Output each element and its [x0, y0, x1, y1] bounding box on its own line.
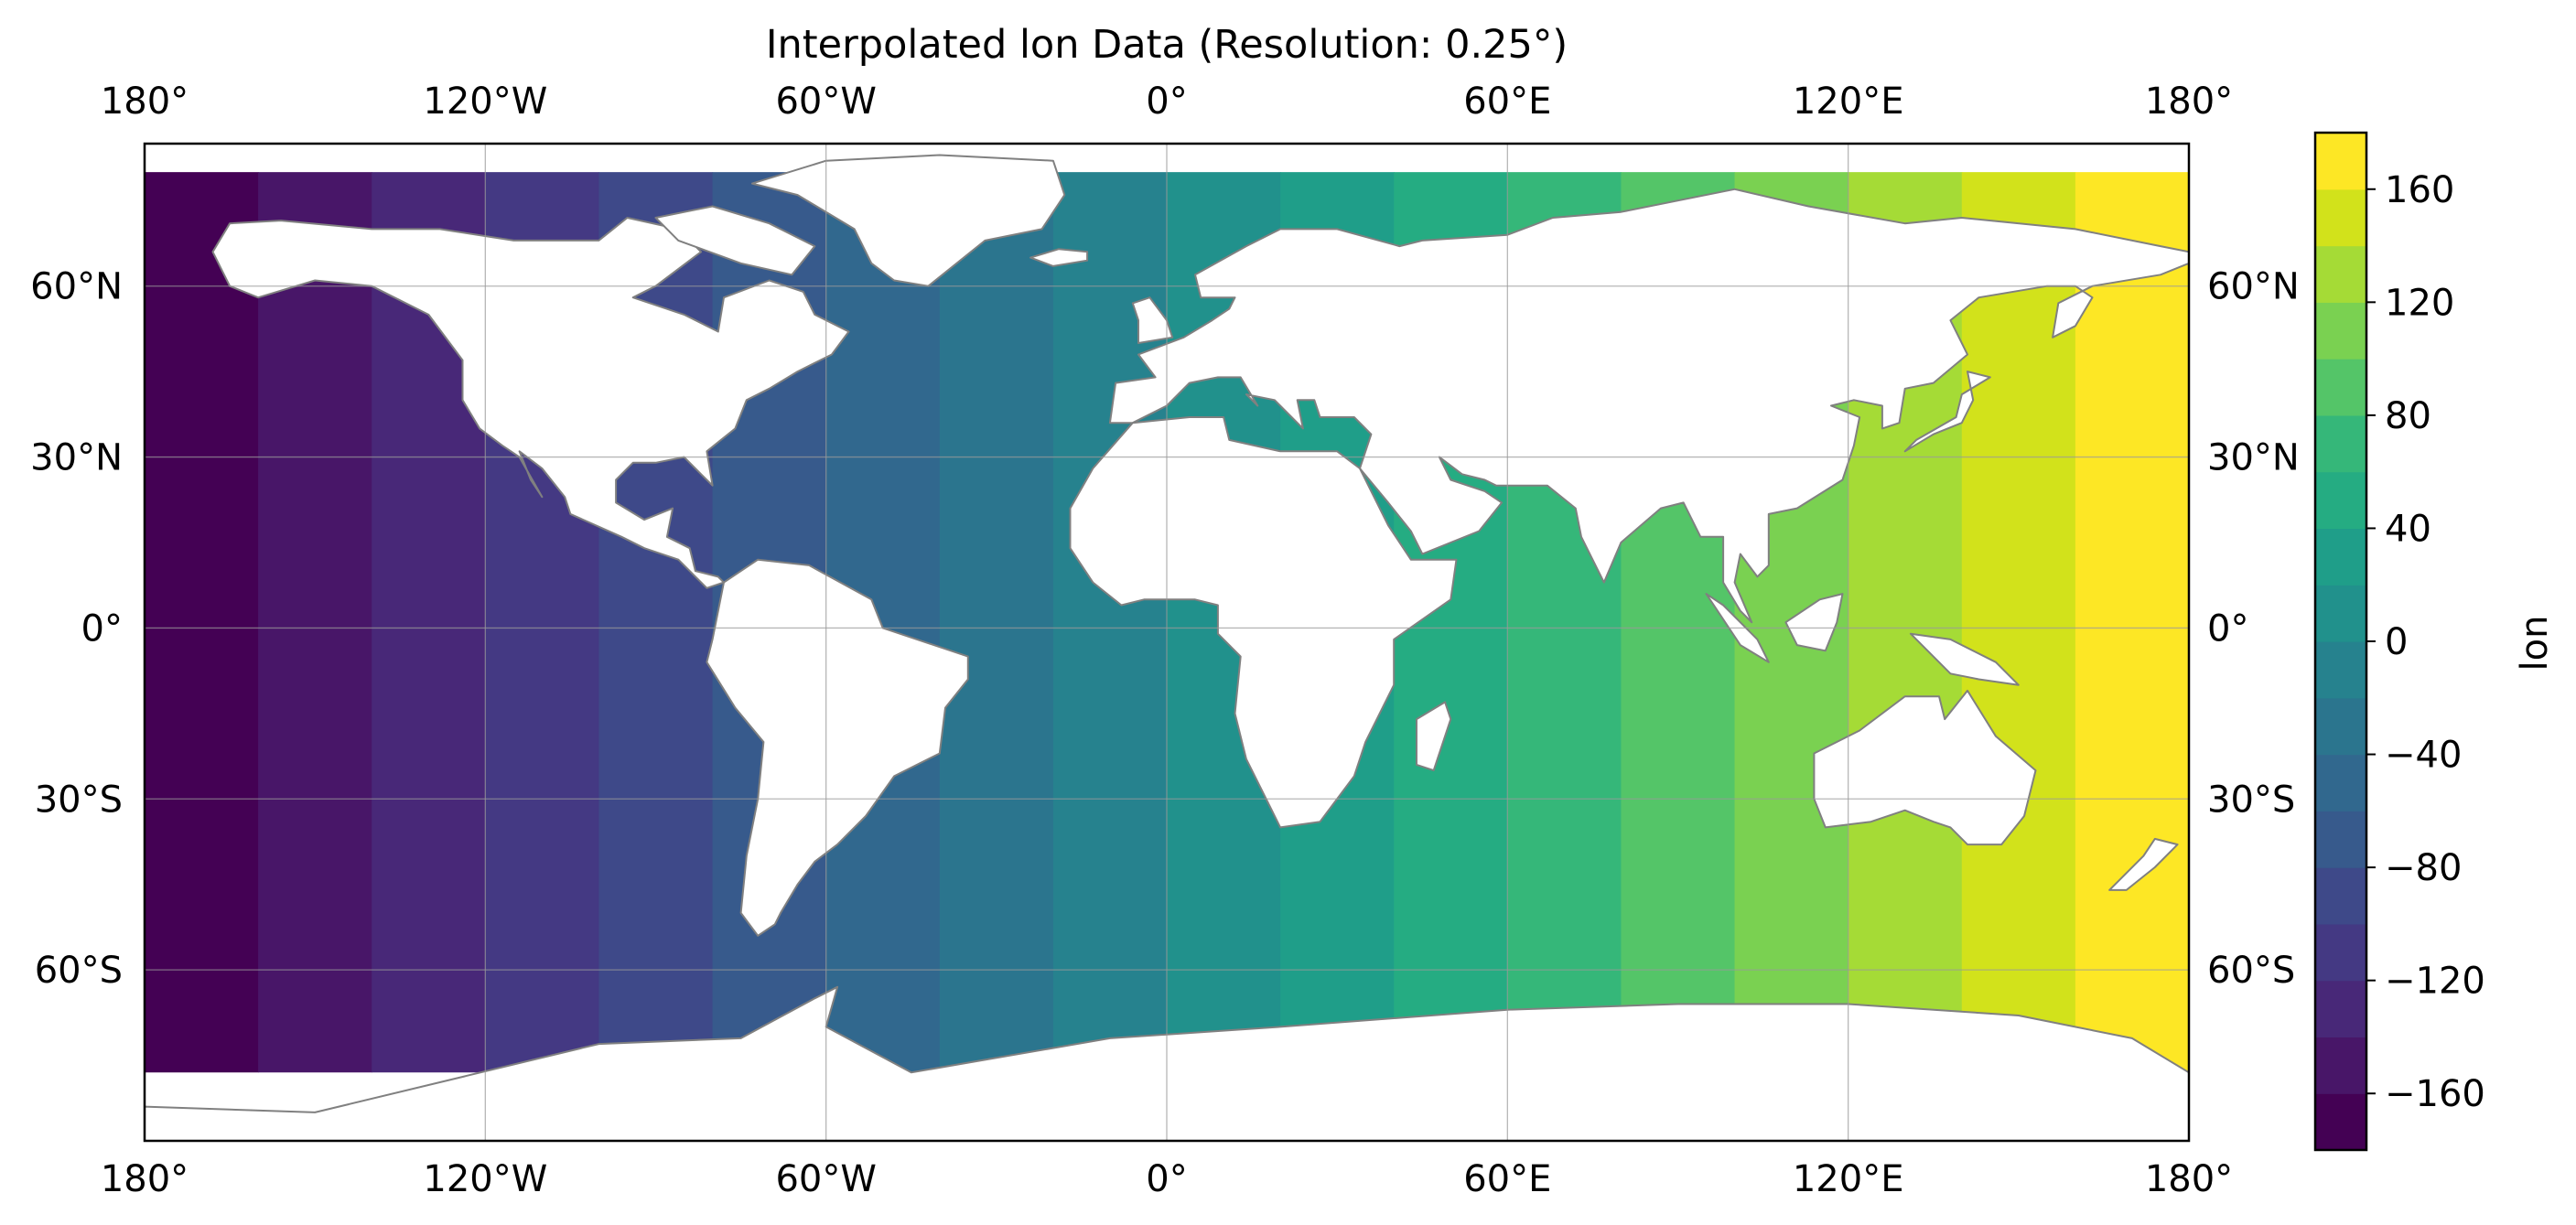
contour-band — [939, 172, 1054, 1073]
colorbar-segment — [2315, 754, 2366, 811]
land-uk — [1131, 296, 1174, 344]
colorbar-tick-label: 0 — [2385, 621, 2408, 663]
colorbar-segment — [2315, 1037, 2366, 1094]
colorbar-label: lon — [2514, 616, 2556, 672]
colorbar-segment — [2315, 414, 2366, 473]
colorbar-segment — [2315, 471, 2366, 530]
colorbar-tick-label: 120 — [2385, 282, 2454, 324]
x-tick-label-bottom: 180° — [101, 1158, 189, 1200]
land-greenland — [751, 154, 1066, 287]
x-tick-label-bottom: 0° — [1146, 1158, 1187, 1200]
y-tick-label-left: 60°N — [30, 266, 123, 308]
y-tick-label-right: 60°S — [2207, 950, 2295, 992]
y-tick-label-right: 0° — [2207, 607, 2248, 650]
latitude-tick-labels: 60°N 60°N 30°N 30°N 0° 0° 30°S 30°S 60°S 60°S — [30, 266, 2300, 992]
colorbar-segment — [2315, 359, 2366, 416]
land-iceland — [1029, 248, 1089, 267]
colorbar-segment — [2315, 641, 2366, 699]
x-tick-label-bottom: 60°E — [1463, 1158, 1551, 1200]
x-tick-label-top: 120°E — [1793, 81, 1904, 123]
y-tick-label-right: 30°N — [2207, 437, 2300, 479]
land-borneo — [1784, 593, 1844, 652]
colorbar-tick-label: −40 — [2385, 735, 2462, 777]
x-tick-label-top: 120°W — [423, 81, 547, 123]
colorbar-segment — [2315, 867, 2366, 925]
chart-title: Interpolated lon Data (Resolution: 0.25°… — [766, 22, 1568, 68]
contour-band — [145, 172, 259, 1073]
graticule-grid — [145, 144, 2189, 1141]
land-japan — [1903, 371, 1991, 453]
x-tick-label-top: 0° — [1146, 81, 1187, 123]
colorbar-tick-label: −80 — [2385, 847, 2462, 889]
colorbar-tick-label: −160 — [2385, 1073, 2485, 1115]
colorbar-segment — [2315, 528, 2366, 586]
land-new-zealand — [2108, 837, 2179, 891]
land-north-america — [211, 217, 850, 589]
contour-band — [258, 172, 372, 1073]
colorbar-segment — [2315, 697, 2366, 756]
colorbar-tick-label: 40 — [2385, 508, 2431, 550]
land-eurasia — [1108, 188, 2189, 624]
contour-band — [2075, 172, 2189, 1073]
colorbar-segment — [2315, 245, 2366, 303]
colorbar-segment — [2315, 923, 2366, 982]
colorbar-segment — [2315, 811, 2366, 868]
colorbar — [2313, 131, 2368, 1152]
colorbar-segment — [2315, 980, 2366, 1038]
colorbar-segment — [2315, 585, 2366, 642]
x-tick-label-top: 60°E — [1463, 81, 1551, 123]
y-tick-label-right: 60°N — [2207, 266, 2300, 308]
colorbar-segment — [2315, 1093, 2366, 1151]
y-tick-label-left: 30°N — [30, 437, 123, 479]
y-tick-label-left: 30°S — [35, 779, 123, 821]
x-tick-label-bottom: 120°W — [423, 1158, 547, 1200]
x-tick-label-top: 60°W — [775, 81, 876, 123]
colorbar-ticks: −160 −120 −80 −40 0 40 80 120 160 — [2366, 169, 2485, 1115]
x-tick-label-bottom: 180° — [2145, 1158, 2233, 1200]
colorbar-tick-label: −120 — [2385, 961, 2485, 1003]
land-australia — [1813, 689, 2037, 846]
colorbar-tick-label: 160 — [2385, 169, 2454, 211]
x-tick-label-bottom: 60°W — [775, 1158, 876, 1200]
colorbar-tick-label: 80 — [2385, 395, 2431, 437]
map-frame — [143, 142, 2191, 1143]
colorbar-segment — [2315, 133, 2366, 190]
y-tick-label-right: 30°S — [2207, 779, 2295, 821]
land-madagascar — [1416, 701, 1452, 772]
x-tick-label-bottom: 120°E — [1793, 1158, 1904, 1200]
longitude-tick-labels: 180° 180° 120°W 120°W 60°W 60°W 0° 0° 60°E 60°E 12… — [101, 81, 2233, 1200]
x-tick-label-top: 180° — [101, 81, 189, 123]
land-new-guinea — [1909, 632, 2020, 686]
colorbar-segment — [2315, 302, 2366, 360]
colorbar-segment — [2315, 188, 2366, 247]
y-tick-label-left: 60°S — [35, 950, 123, 992]
y-tick-label-left: 0° — [81, 607, 123, 650]
land-baffin — [654, 205, 816, 276]
x-tick-label-top: 180° — [2145, 81, 2233, 123]
